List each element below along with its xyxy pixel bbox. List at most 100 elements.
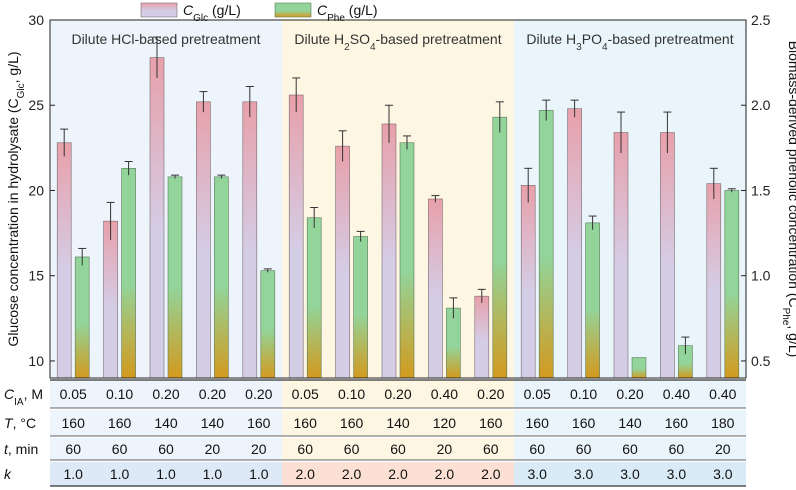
glc-bar — [196, 101, 211, 379]
table-cell-bg — [50, 380, 282, 408]
table-row-label: CIA, M — [4, 386, 43, 408]
phe-bar — [74, 256, 90, 379]
table-cell: 20 — [437, 441, 453, 457]
legend-phe-swatch — [274, 2, 312, 18]
glc-bar — [428, 198, 443, 379]
left-tick-label: 10 — [28, 353, 44, 369]
glc-bar — [660, 132, 675, 379]
table-cell: 0.10 — [570, 386, 597, 402]
left-axis-title: Glucose concentration in hydrolysate (CG… — [5, 51, 27, 346]
table-cell: 0.05 — [524, 386, 551, 402]
legend-glc-label: CGlc (g/L) — [183, 2, 241, 24]
panel-title-3: Dilute H3PO4-based pretreatment — [526, 31, 733, 53]
table-cell: 60 — [158, 441, 174, 457]
table-cell-bg — [514, 410, 746, 436]
table-cell: 160 — [340, 415, 364, 431]
phe-bar — [121, 168, 136, 379]
table-cell: 160 — [247, 415, 271, 431]
table-cell: 3.0 — [620, 466, 640, 482]
table-cell: 0.05 — [60, 386, 87, 402]
k-row-bg — [514, 462, 746, 486]
k-row-bg — [282, 462, 514, 486]
legend: CGlc (g/L) CPhe (g/L) — [140, 2, 378, 24]
table-cell: 0.20 — [152, 386, 179, 402]
phe-bar — [399, 142, 415, 379]
table-cell: 60 — [390, 441, 406, 457]
panel-title-2: Dilute H2SO4-based pretreatment — [294, 31, 501, 53]
left-tick-label: 20 — [28, 182, 44, 198]
table-row-label: T, °C — [4, 415, 36, 431]
glc-bar — [103, 220, 118, 379]
table-cell: 0.20 — [199, 386, 226, 402]
glc-bar — [242, 101, 258, 379]
table-cell: 160 — [294, 415, 318, 431]
glc-bar — [613, 132, 629, 379]
panel-title-1: Dilute HCl-based pretreatment — [71, 31, 260, 47]
table-cell: 1.0 — [249, 466, 269, 482]
table-cell: 1.0 — [203, 466, 223, 482]
table-cell: 160 — [479, 415, 503, 431]
table-cell-bg — [282, 380, 514, 408]
table-cell: 1.0 — [63, 466, 83, 482]
phe-bar — [353, 236, 368, 379]
phe-bar — [724, 190, 740, 379]
phe-bar — [446, 307, 461, 379]
table-cell: 2.0 — [481, 466, 501, 482]
right-tick-label: 2.5 — [751, 12, 771, 28]
plot-frame — [49, 19, 747, 379]
table-cell: 3.0 — [574, 466, 594, 482]
table-cell: 160 — [526, 415, 550, 431]
right-tick-label: 1.0 — [751, 268, 771, 284]
table-cell-bg — [50, 410, 282, 436]
glc-bar — [288, 94, 304, 379]
phe-bar — [260, 270, 276, 379]
table-cell: 60 — [529, 441, 545, 457]
phe-bar — [538, 110, 554, 379]
table-cell: 60 — [65, 441, 81, 457]
glc-bar — [520, 185, 536, 379]
phe-bar — [306, 217, 322, 379]
right-tick-label: 0.5 — [751, 353, 771, 369]
legend-glc-swatch — [140, 2, 178, 18]
glc-bar — [381, 123, 397, 379]
table-cell: 60 — [576, 441, 592, 457]
table-cell: 0.05 — [292, 386, 319, 402]
table-cell: 3.0 — [667, 466, 687, 482]
table-cell: 0.20 — [384, 386, 411, 402]
panel-titles: Dilute HCl-based pretreatment Dilute H2SO… — [71, 31, 733, 53]
table-cell: 3.0 — [713, 466, 733, 482]
table-row-label: k — [4, 466, 12, 482]
table-cell-bg — [282, 438, 514, 460]
bars — [56, 36, 740, 379]
table-cell: 0.10 — [338, 386, 365, 402]
table-cell: 60 — [622, 441, 638, 457]
table-cell: 0.40 — [709, 386, 736, 402]
condition-table: CIA, M 0.05 0.10 0.20 0.20 0.20 0.05 0.10 0.20 0.… — [4, 379, 746, 487]
table-cell: 0.20 — [477, 386, 504, 402]
glc-bar — [335, 145, 350, 379]
glc-bar — [567, 108, 582, 379]
table-row-label: t, min — [4, 441, 38, 457]
glc-bar — [706, 183, 722, 379]
table-cell: 180 — [711, 415, 735, 431]
phe-bar — [585, 222, 600, 379]
k-row-bg — [50, 462, 282, 486]
table-cell: 140 — [154, 415, 178, 431]
table-cell: 20 — [715, 441, 731, 457]
table-cell-bg — [50, 438, 282, 460]
table-cell: 3.0 — [527, 466, 547, 482]
table-cell: 0.40 — [663, 386, 690, 402]
glc-bar — [56, 142, 72, 379]
right-tick-label: 1.5 — [751, 182, 771, 198]
table-cell: 0.10 — [106, 386, 133, 402]
phe-bar — [167, 176, 183, 379]
table-cell: 2.0 — [435, 466, 455, 482]
table-cell: 120 — [433, 415, 457, 431]
table-cell: 0.20 — [616, 386, 643, 402]
table-cell: 20 — [205, 441, 221, 457]
table-cell: 1.0 — [156, 466, 176, 482]
glc-bar — [149, 57, 165, 379]
axes: 10 15 20 25 30 0.5 1.0 1.5 2.0 2.5 Glucose concent… — [5, 12, 796, 379]
table-cell: 2.0 — [342, 466, 362, 482]
